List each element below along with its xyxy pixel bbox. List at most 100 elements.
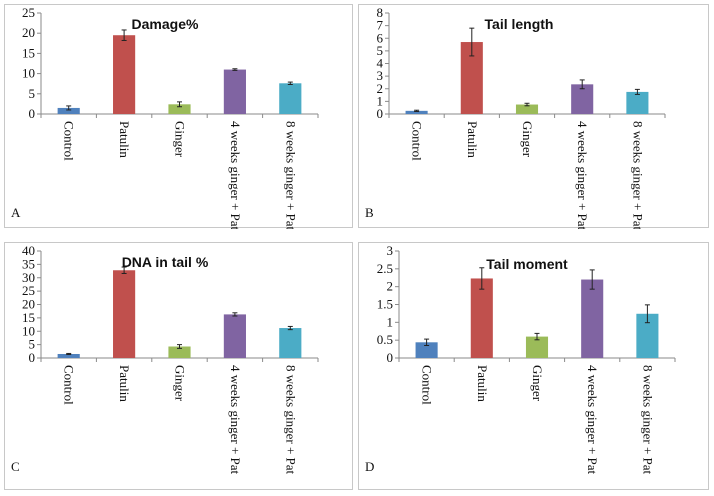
chart-title: Tail moment (486, 256, 568, 272)
category-label: Control (420, 365, 435, 405)
category-label: 8 weeks ginger + Pat (283, 365, 298, 475)
error-bar (469, 27, 475, 57)
error-bar (579, 79, 585, 90)
category-label: Patulin (465, 121, 480, 158)
y-tick-label: 15 (22, 310, 35, 325)
panel-letter: A (11, 205, 21, 220)
category-label: 4 weeks ginger + Pat (575, 121, 590, 229)
y-tick-label: 1.5 (377, 297, 393, 312)
bar-a-4 (223, 69, 246, 114)
bar-d-3 (525, 336, 549, 358)
bar-a-1 (57, 107, 80, 114)
bar-d-4 (581, 279, 604, 358)
bar-c-3 (168, 346, 191, 358)
error-bar (287, 325, 293, 331)
category-label: Ginger (520, 121, 535, 158)
chart-title: DNA in tail % (122, 254, 209, 270)
bar-c-1 (57, 353, 80, 358)
y-tick-label: 3 (387, 243, 394, 258)
bar-c-4 (223, 314, 246, 358)
category-label: 4 weeks ginger + Pat (228, 121, 243, 229)
category-label: 8 weeks ginger + Pat (640, 365, 655, 475)
y-tick-label: 0 (29, 106, 36, 121)
y-tick-label: 2.5 (377, 261, 393, 276)
error-bar (177, 101, 182, 108)
error-bar (66, 105, 72, 111)
category-label: Patulin (117, 365, 132, 402)
error-bar (644, 304, 650, 324)
category-label: Ginger (173, 365, 188, 402)
bar-d-1 (415, 342, 438, 358)
y-tick-label: 20 (22, 297, 35, 312)
y-tick-label: 1 (387, 314, 394, 329)
error-bar (177, 344, 182, 349)
category-label: Ginger (530, 365, 545, 402)
chart-title: Tail length (485, 16, 554, 32)
y-tick-label: 5 (377, 43, 384, 58)
bar-c-2 (113, 270, 136, 358)
category-label: 4 weeks ginger + Pat (585, 365, 600, 475)
error-bar (232, 312, 238, 317)
bar-b-4 (571, 84, 594, 114)
y-tick-label: 0 (387, 350, 394, 365)
y-tick-label: 8 (377, 5, 384, 20)
category-label: Patulin (475, 365, 490, 402)
error-bar (424, 338, 430, 347)
category-label: Ginger (173, 121, 188, 158)
error-bar (534, 332, 540, 341)
error-bar (66, 352, 72, 356)
y-tick-label: 4 (377, 56, 384, 71)
error-bar (121, 29, 127, 41)
y-tick-label: 0 (29, 350, 36, 365)
chart-panel-a: 0 5 10 15 20 25 Control Patulin Ginger 4 weeks gi… (4, 4, 353, 229)
y-tick-label: 20 (22, 25, 35, 40)
bar-a-2 (113, 35, 136, 114)
bar-b-3 (515, 104, 539, 114)
y-tick-label: 6 (377, 30, 384, 45)
y-tick-label: 1 (377, 93, 384, 108)
y-tick-label: 40 (22, 243, 35, 258)
panel-letter: B (365, 205, 374, 220)
panel-letter: D (365, 459, 374, 474)
y-tick-label: 2 (377, 81, 384, 96)
y-tick-label: 7 (377, 18, 384, 33)
bar-a-3 (168, 104, 191, 114)
category-label: Control (62, 121, 77, 161)
y-tick-label: 15 (22, 45, 35, 60)
chart-panel-b: 0 1 2 3 4 5 6 7 8 Control Patulin Ginger 4 weeks gin… (358, 4, 709, 229)
y-tick-label: 5 (29, 86, 36, 101)
category-label: Control (410, 121, 425, 161)
error-bar (121, 266, 127, 274)
bar-b-2 (460, 42, 483, 114)
chart-d-svg: 0 0.5 1 1.5 2 2.5 3 Control Patulin Ginger 4 weeks… (365, 243, 676, 475)
category-label: Patulin (117, 121, 132, 158)
y-tick-label: 10 (22, 66, 35, 81)
bar-d-5 (636, 313, 659, 358)
error-bar (589, 269, 595, 290)
category-label: Control (62, 365, 77, 405)
y-tick-label: 30 (22, 270, 35, 285)
bar-d-2 (470, 278, 493, 358)
y-tick-label: 3 (377, 68, 384, 83)
bar-c-5 (279, 328, 302, 358)
y-tick-label: 35 (22, 256, 35, 271)
y-tick-label: 25 (22, 5, 35, 20)
error-bar (287, 81, 293, 86)
y-tick-label: 25 (22, 283, 35, 298)
error-bar (232, 68, 238, 71)
panel-letter: C (11, 459, 20, 474)
chart-title: Damage% (132, 16, 199, 32)
y-tick-label: 2 (387, 279, 394, 294)
error-bar (479, 267, 485, 290)
bar-a-5 (279, 83, 302, 114)
bar-b-1 (405, 110, 428, 114)
y-tick-label: 0.5 (377, 332, 393, 347)
y-tick-label: 5 (29, 337, 36, 352)
error-bar (634, 88, 640, 95)
error-bar (524, 102, 530, 107)
category-label: 4 weeks ginger + Pat (228, 365, 243, 475)
y-tick-label: 10 (22, 323, 35, 338)
category-label: 8 weeks ginger + Pat (630, 121, 645, 229)
